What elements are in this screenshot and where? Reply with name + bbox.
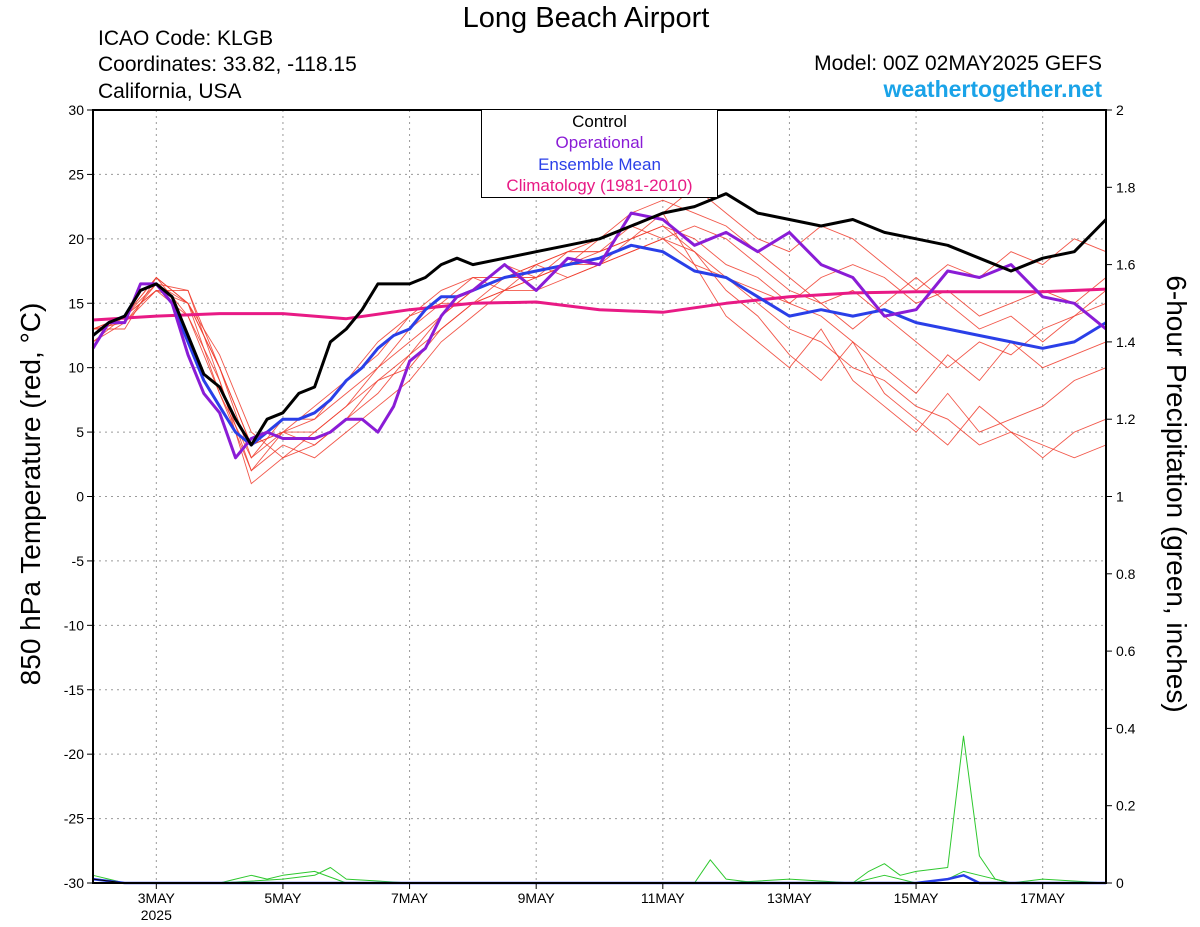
- gridlines: [93, 110, 1106, 883]
- y-tick-label: 10: [68, 360, 84, 376]
- y2-tick-label: 0.4: [1116, 720, 1136, 736]
- legend-item-control: Control: [572, 112, 627, 131]
- x-tick-label: 9MAY: [518, 890, 556, 906]
- x-tick-label: 17MAY: [1020, 890, 1066, 906]
- y2-tick-label: 0.6: [1116, 643, 1136, 659]
- y-tick-label: -20: [64, 746, 84, 762]
- y-tick-label: -30: [64, 875, 84, 891]
- legend-item-ensemble-mean: Ensemble Mean: [538, 154, 661, 174]
- legend: Control Operational Ensemble Mean Climat…: [481, 109, 718, 198]
- y2-tick-label: 1.8: [1116, 179, 1136, 195]
- y-tick-label: 25: [68, 166, 84, 182]
- precip-lines: [92, 735, 1107, 885]
- series-line: [91, 211, 1107, 460]
- y2-tick-label: 2: [1116, 102, 1124, 118]
- y2-tick-label: 1.6: [1116, 257, 1136, 273]
- series-line: [92, 192, 1108, 447]
- precip-line: [92, 735, 1106, 884]
- left-axis-ticks: 30 25 20 15 10 5 0 -5 -10 -15 -20 -25 -30: [64, 102, 93, 891]
- y-tick-label: 20: [68, 231, 84, 247]
- y2-tick-label: 1.2: [1116, 411, 1136, 427]
- site-link[interactable]: weathertogether.net: [883, 76, 1102, 102]
- y-tick-label: -15: [64, 682, 84, 698]
- y-tick-label: 15: [68, 295, 84, 311]
- x-tick-label: 13MAY: [767, 890, 813, 906]
- y2-tick-label: 0: [1116, 875, 1124, 891]
- location: California, USA: [98, 80, 242, 103]
- y2-tick-label: 0.2: [1116, 798, 1136, 814]
- member-line: [92, 212, 1107, 459]
- legend-item-operational: Operational: [555, 133, 644, 153]
- legend-item-climatology: Climatology (1981-2010): [506, 175, 693, 195]
- series-line: [92, 243, 1107, 447]
- right-axis-ticks: 2 1.8 1.6 1.4 1.2 1 0.8 0.6 0.4 0.2 0: [1106, 102, 1136, 891]
- main-series: [91, 192, 1108, 460]
- x-tick-label: 11MAY: [641, 890, 685, 906]
- icao-code: ICAO Code: KLGB: [98, 27, 274, 50]
- member-line: [93, 186, 1107, 459]
- member-line: [92, 225, 1107, 459]
- y-tick-label: -10: [64, 617, 84, 633]
- coordinates: Coordinates: 33.82, -118.15: [98, 53, 357, 76]
- page-title: Long Beach Airport: [462, 2, 710, 34]
- y2-tick-label: 1.4: [1116, 334, 1136, 350]
- y-tick-label: 5: [76, 424, 84, 440]
- x-tick-label: 5MAY: [264, 890, 302, 906]
- x-tick-label: 15MAY: [894, 890, 940, 906]
- y-tick-label: -5: [72, 553, 85, 569]
- y-tick-label: 0: [76, 489, 84, 505]
- x-tick-label: 3MAY: [138, 890, 176, 906]
- member-line: [92, 225, 1107, 459]
- y2-tick-label: 0.8: [1116, 566, 1136, 582]
- x-tick-year: 2025: [141, 907, 172, 923]
- precip-line: [92, 867, 1107, 884]
- y-axis-label: 850 hPa Temperature (red, °C): [15, 302, 46, 686]
- series-line: [92, 287, 1107, 322]
- y2-tick-label: 1: [1116, 489, 1124, 505]
- y2-axis-label: 6-hour Precipitation (green, inches): [1161, 275, 1192, 713]
- x-tick-label: 7MAY: [391, 890, 429, 906]
- model-run: Model: 00Z 02MAY2025 GEFS: [814, 52, 1102, 75]
- y-tick-label: 30: [68, 102, 84, 118]
- y-tick-label: -25: [64, 811, 84, 827]
